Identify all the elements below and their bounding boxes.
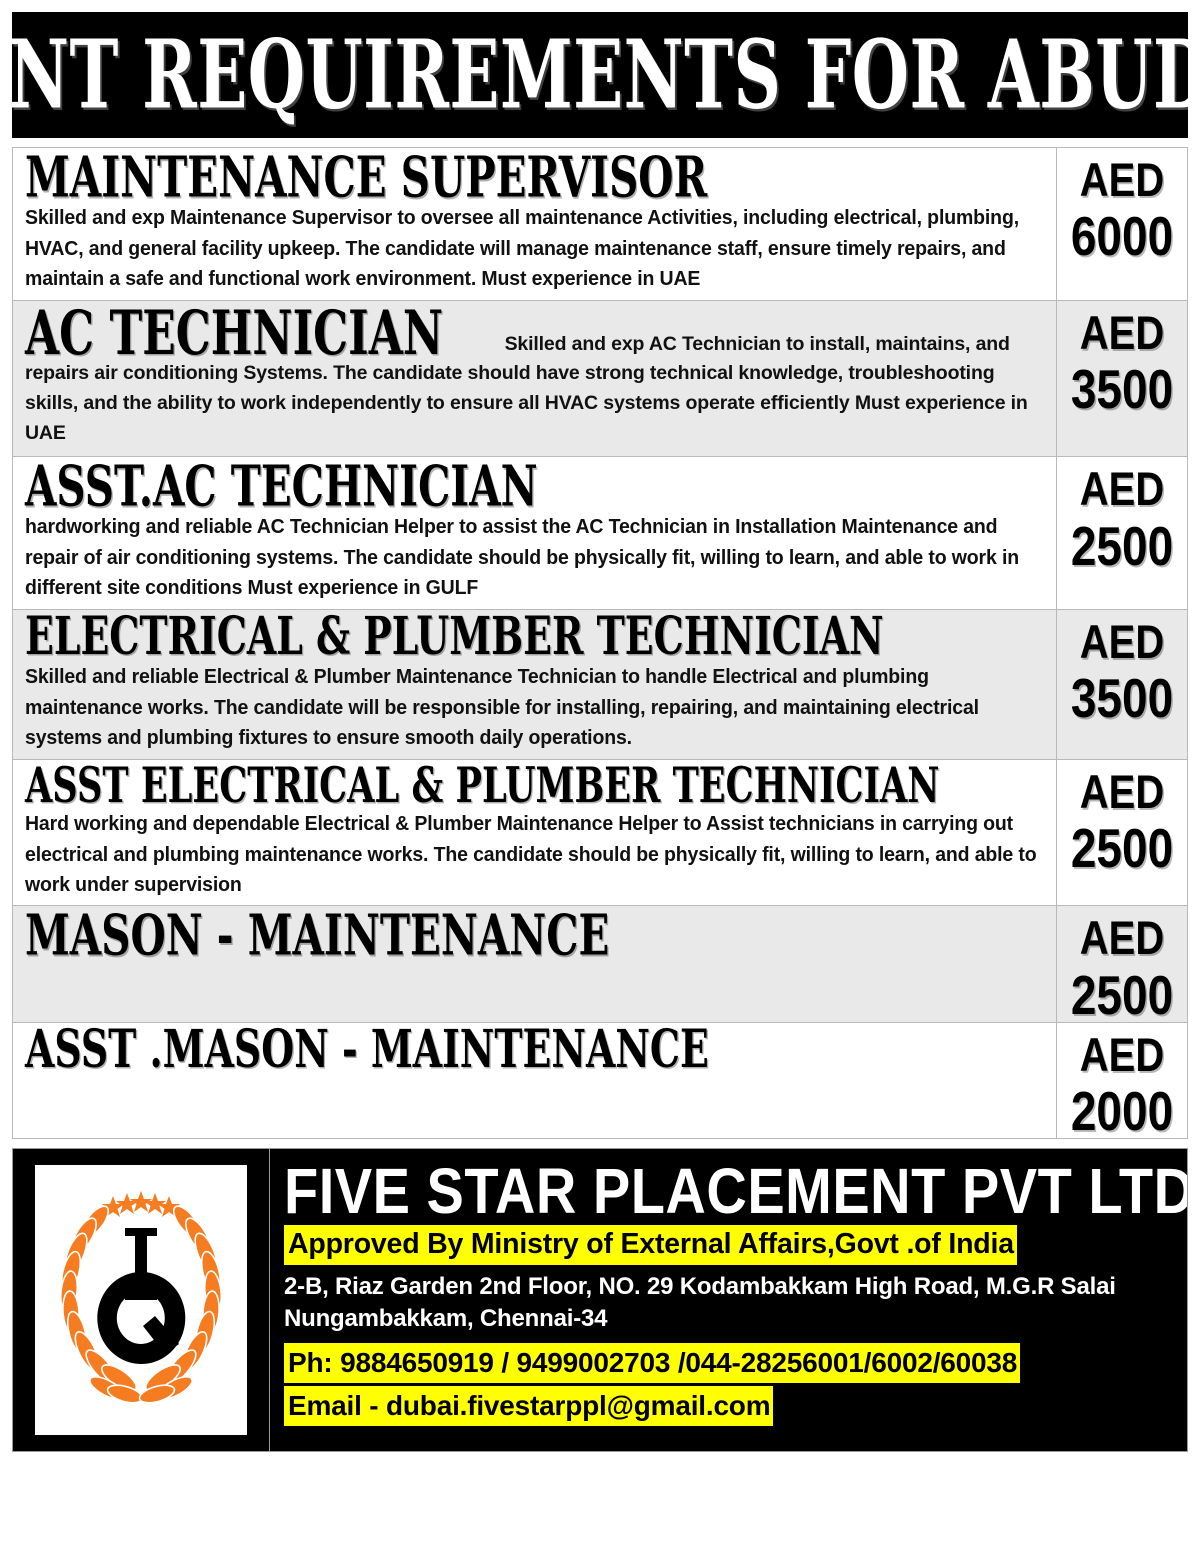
job-title-line: ELECTRICAL & PLUMBER TECHNICIAN bbox=[25, 610, 1046, 663]
footer: FIVE STAR PLACEMENT PVT LTD Approved By … bbox=[12, 1147, 1188, 1452]
company-info-cell: FIVE STAR PLACEMENT PVT LTD Approved By … bbox=[270, 1147, 1188, 1452]
star-row-icon bbox=[102, 1190, 180, 1217]
salary-cell: AED 2000 bbox=[1057, 1023, 1187, 1138]
salary-amount: 2000 bbox=[1070, 1080, 1174, 1138]
iq-monogram-icon bbox=[97, 1227, 186, 1364]
email-address[interactable]: Email - dubai.fivestarppl@gmail.com bbox=[284, 1385, 774, 1427]
job-description-cell: ASST .MASON - MAINTENANCE bbox=[13, 1022, 1057, 1138]
job-title: MAINTENANCE SUPERVISOR bbox=[25, 148, 708, 210]
laurel-wreath-iq-logo-icon bbox=[59, 1190, 223, 1404]
approval-badge: Approved By Ministry of External Affairs… bbox=[284, 1225, 1017, 1266]
job-title: MASON - MAINTENANCE bbox=[25, 906, 610, 969]
job-title: ASST.AC TECHNICIAN bbox=[25, 457, 538, 520]
job-row: ASST.AC TECHNICIAN hardworking and reliab… bbox=[13, 457, 1187, 611]
salary-amount: 3500 bbox=[1070, 668, 1174, 730]
header-banner: URGENT REQUIREMENTS FOR ABUDHABI bbox=[12, 12, 1188, 138]
job-title: ASST .MASON - MAINTENANCE bbox=[25, 1022, 709, 1080]
salary-currency: AED bbox=[1079, 464, 1165, 517]
salary-amount: 6000 bbox=[1070, 206, 1174, 268]
job-description: Skilled and reliable Electrical & Plumbe… bbox=[25, 665, 979, 750]
job-title-line: MAINTENANCE SUPERVISOR bbox=[25, 148, 1046, 205]
salary-amount: 2500 bbox=[1070, 964, 1174, 1022]
wreath-right-icon bbox=[138, 1205, 223, 1404]
salary-amount: 2500 bbox=[1070, 515, 1174, 577]
wreath-left-icon bbox=[59, 1205, 144, 1404]
salary-currency: AED bbox=[1079, 307, 1165, 360]
salary-cell: AED 3500 bbox=[1057, 301, 1187, 457]
job-title-line: MASON - MAINTENANCE bbox=[25, 907, 1046, 964]
salary-currency: AED bbox=[1079, 1029, 1165, 1082]
job-title: ELECTRICAL & PLUMBER TECHNICIAN bbox=[25, 610, 884, 668]
job-title-line: AC TECHNICIAN Skilled and exp AC Technic… bbox=[25, 301, 1046, 449]
salary-currency: AED bbox=[1079, 154, 1165, 207]
job-row: ASST .MASON - MAINTENANCE AED 2000 bbox=[13, 1022, 1187, 1139]
salary-currency: AED bbox=[1079, 616, 1165, 669]
job-description-cell: ASST.AC TECHNICIAN hardworking and reliab… bbox=[13, 457, 1057, 610]
job-row: ASST ELECTRICAL & PLUMBER TECHNICIAN Hard… bbox=[13, 759, 1187, 907]
job-title: ASST ELECTRICAL & PLUMBER TECHNICIAN bbox=[25, 759, 940, 814]
salary-currency: AED bbox=[1079, 766, 1165, 819]
job-description: Hard working and dependable Electrical &… bbox=[25, 811, 1037, 897]
job-description-cell: ASST ELECTRICAL & PLUMBER TECHNICIAN Hard… bbox=[13, 759, 1057, 906]
job-row: ELECTRICAL & PLUMBER TECHNICIAN Skilled a… bbox=[13, 610, 1187, 760]
logo-cell bbox=[12, 1147, 270, 1452]
salary-amount: 2500 bbox=[1070, 817, 1174, 880]
phone-numbers[interactable]: Ph: 9884650919 / 9499002703 /044-2825600… bbox=[284, 1342, 1021, 1383]
job-row: MAINTENANCE SUPERVISOR Skilled and exp Ma… bbox=[13, 148, 1187, 301]
job-description: Skilled and exp Maintenance Supervisor t… bbox=[25, 206, 1019, 291]
salary-cell: AED 2500 bbox=[1057, 906, 1187, 1022]
job-title-line: ASST .MASON - MAINTENANCE bbox=[25, 1023, 1046, 1076]
job-description: hardworking and reliable AC Technician H… bbox=[25, 515, 1019, 600]
salary-cell: AED 3500 bbox=[1057, 610, 1187, 759]
job-title-line: ASST.AC TECHNICIAN bbox=[25, 458, 1046, 515]
salary-cell: AED 2500 bbox=[1057, 457, 1187, 609]
job-row: MASON - MAINTENANCE AED 2500 bbox=[13, 906, 1187, 1023]
job-title: AC TECHNICIAN bbox=[25, 300, 444, 369]
salary-currency: AED bbox=[1079, 913, 1165, 966]
address-line-2: Nungambakkam, Chennai-34 bbox=[284, 1305, 608, 1333]
page-title: URGENT REQUIREMENTS FOR ABUDHABI bbox=[12, 18, 1188, 131]
address-line-1: 2-B, Riaz Garden 2nd Floor, NO. 29 Kodam… bbox=[284, 1273, 1116, 1301]
company-name: FIVE STAR PLACEMENT PVT LTD bbox=[284, 1154, 1188, 1227]
salary-amount: 3500 bbox=[1070, 358, 1174, 421]
job-title-line: ASST ELECTRICAL & PLUMBER TECHNICIAN bbox=[25, 760, 1046, 810]
job-description-cell: AC TECHNICIAN Skilled and exp AC Technic… bbox=[13, 300, 1057, 457]
company-logo bbox=[35, 1164, 247, 1435]
job-description-cell: MASON - MAINTENANCE bbox=[13, 906, 1057, 1022]
job-description-cell: MAINTENANCE SUPERVISOR Skilled and exp Ma… bbox=[13, 148, 1057, 300]
job-listing-table: MAINTENANCE SUPERVISOR Skilled and exp Ma… bbox=[12, 147, 1188, 1139]
job-description: Skilled and exp AC Technician to install… bbox=[25, 332, 1028, 444]
salary-cell: AED 6000 bbox=[1057, 148, 1187, 300]
job-row: AC TECHNICIAN Skilled and exp AC Technic… bbox=[13, 300, 1187, 458]
salary-cell: AED 2500 bbox=[1057, 760, 1187, 906]
job-description-cell: ELECTRICAL & PLUMBER TECHNICIAN Skilled a… bbox=[13, 610, 1057, 759]
